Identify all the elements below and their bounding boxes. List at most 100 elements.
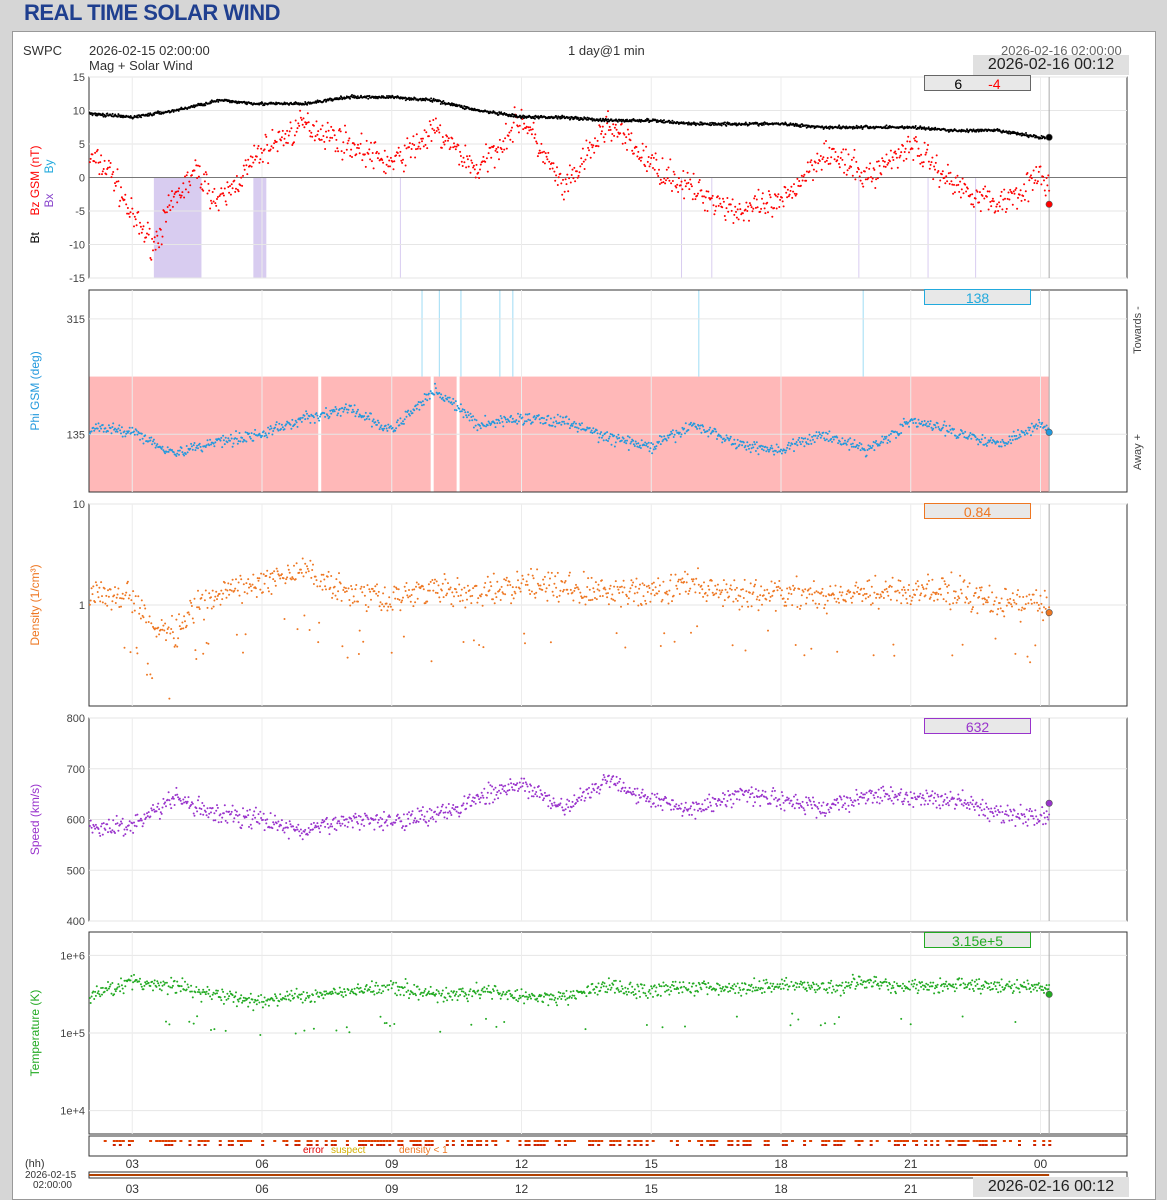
bz-point [186, 171, 189, 174]
density-point [546, 599, 549, 602]
phi-point [596, 432, 599, 435]
phi-point [271, 433, 274, 436]
phi-point [421, 400, 424, 403]
density-point [850, 597, 853, 600]
density-point [768, 599, 771, 602]
bt-point [324, 98, 327, 101]
density-point [754, 579, 757, 581]
bz-point [727, 210, 730, 213]
density-point [865, 592, 868, 595]
density-point [352, 595, 355, 598]
speed-point [125, 826, 128, 829]
bz-point [928, 167, 931, 170]
phi-point [575, 422, 577, 425]
bz-point [865, 166, 868, 169]
bz-point [461, 165, 464, 167]
phi-point [186, 451, 189, 454]
bz-point [254, 158, 257, 161]
phi-point [353, 404, 356, 407]
bz-point [303, 126, 306, 129]
density-point [414, 601, 417, 604]
bz-point [608, 125, 611, 128]
density-point [147, 621, 150, 623]
density-point [967, 602, 970, 605]
speed-point [124, 833, 127, 836]
density-point [755, 598, 758, 601]
density-point [735, 597, 737, 600]
density-point [763, 589, 766, 592]
density-point [246, 592, 249, 595]
phi-point [916, 425, 919, 428]
density-point [839, 585, 842, 588]
density-point [1020, 609, 1023, 612]
density-point [868, 579, 871, 582]
phi-point [422, 403, 425, 406]
phi-point [997, 441, 1000, 443]
bz-point [535, 140, 538, 143]
bz-point [941, 170, 944, 173]
phi-point [1023, 433, 1026, 436]
phi-point [954, 434, 957, 437]
bz-point [147, 233, 150, 236]
bz-point [970, 203, 973, 206]
bz-point [111, 173, 114, 176]
phi-point [376, 423, 378, 426]
bz-point [118, 205, 121, 208]
bz-point [610, 139, 613, 142]
phi-point [148, 436, 151, 439]
bz-point [336, 147, 339, 150]
density-point [553, 582, 556, 585]
bz-point [1043, 179, 1045, 182]
bz-point [357, 143, 359, 146]
bz-point [809, 161, 812, 164]
phi-point [556, 422, 558, 425]
density-point [1010, 603, 1013, 606]
density-point [245, 582, 248, 585]
bz-point [916, 154, 919, 157]
density-point [415, 585, 417, 588]
density-point [748, 591, 751, 594]
bz-point [1026, 172, 1029, 174]
bz-point [725, 207, 728, 210]
phi-point [1011, 435, 1013, 438]
density-point [716, 583, 719, 586]
phi-point [269, 425, 272, 428]
density-point [88, 603, 91, 606]
bz-point [902, 159, 905, 162]
density-point [617, 588, 620, 591]
phi-point [558, 421, 561, 424]
density-point [325, 588, 327, 591]
bz-point [658, 168, 660, 171]
bz-point [370, 141, 372, 144]
phi-point [189, 447, 192, 450]
phi-point [826, 432, 829, 435]
bt-point [356, 95, 359, 98]
density-point [658, 584, 661, 587]
bz-point [441, 136, 444, 138]
bz-point [606, 122, 609, 125]
bz-point [922, 161, 925, 164]
bz-point [327, 129, 330, 132]
bt-point [404, 99, 407, 102]
phi-point [670, 430, 673, 433]
bz-point [1035, 166, 1038, 168]
speed-point [147, 811, 150, 814]
bz-point [469, 171, 472, 174]
density-point [215, 590, 218, 593]
bt-point [540, 114, 543, 117]
bz-point [799, 184, 802, 187]
phi-point [472, 426, 475, 429]
phi-point [142, 442, 145, 445]
density-point [747, 605, 750, 608]
bz-point [1023, 198, 1026, 201]
density-point [866, 580, 869, 583]
density-point [511, 594, 513, 596]
density-point [143, 604, 146, 607]
density-point [542, 578, 545, 581]
density-point [326, 575, 329, 578]
phi-point [652, 448, 655, 451]
bz-point [256, 147, 259, 150]
density-point [504, 593, 507, 596]
speed-point [93, 825, 96, 828]
phi-point [274, 423, 277, 426]
